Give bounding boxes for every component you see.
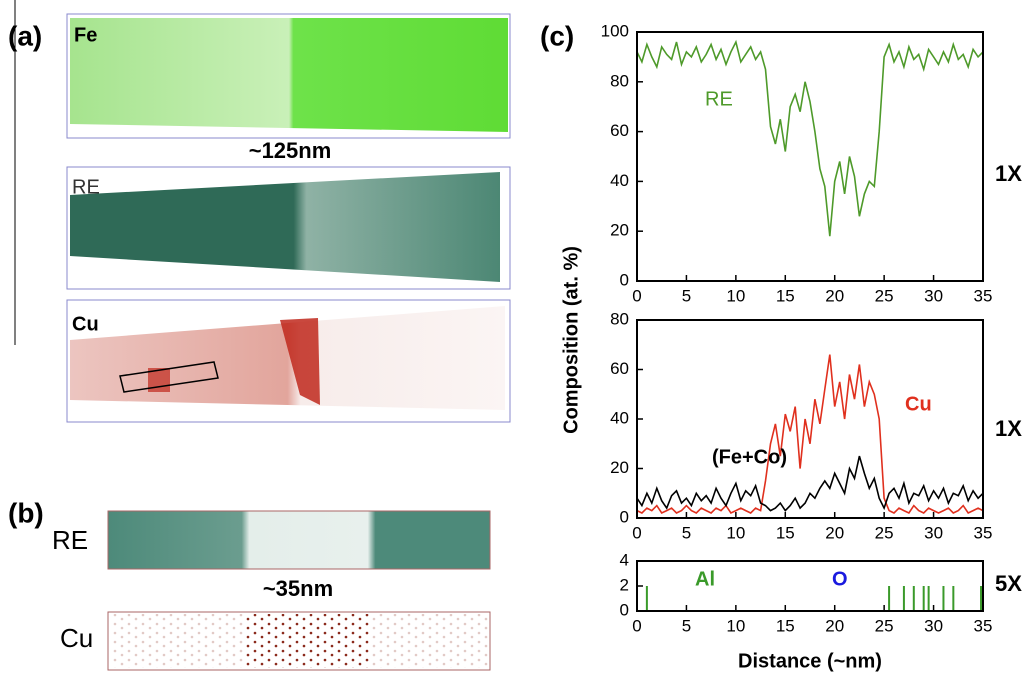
x-tick-label: 25	[875, 616, 894, 635]
x-tick-label: 0	[632, 286, 641, 305]
series-line	[637, 456, 983, 511]
x-axis-label: Distance (~nm)	[738, 650, 882, 672]
panel-label: (b)	[8, 497, 44, 528]
x-tick-label: 10	[726, 616, 745, 635]
x-tick-label: 15	[776, 523, 795, 542]
x-tick-label: 15	[776, 616, 795, 635]
y-tick-label: 20	[610, 458, 629, 477]
x-tick-label: 5	[682, 523, 691, 542]
x-tick-label: 5	[682, 616, 691, 635]
scale-label: ~35nm	[263, 576, 333, 601]
plot-frame	[637, 561, 983, 611]
x-tick-label: 5	[682, 286, 691, 305]
y-tick-label: 40	[610, 408, 629, 427]
series-line	[637, 355, 983, 513]
fe-map	[70, 18, 508, 132]
scale-factor: 1X	[995, 416, 1022, 441]
x-tick-label: 30	[924, 616, 943, 635]
plot-frame	[637, 320, 983, 518]
element-label: RE	[52, 525, 88, 555]
element-label: Fe	[74, 24, 97, 46]
series-label: O	[832, 568, 848, 590]
x-tick-label: 10	[726, 286, 745, 305]
panel-label: (c)	[540, 20, 574, 51]
x-tick-label: 25	[875, 286, 894, 305]
x-tick-label: 0	[632, 616, 641, 635]
x-tick-label: 30	[924, 523, 943, 542]
y-tick-label: 60	[610, 359, 629, 378]
y-tick-label: 20	[610, 221, 629, 240]
x-tick-label: 35	[974, 286, 993, 305]
x-tick-label: 25	[875, 523, 894, 542]
x-tick-label: 10	[726, 523, 745, 542]
y-tick-label: 2	[620, 575, 629, 594]
plot-frame	[637, 32, 983, 281]
element-label: Cu	[60, 623, 93, 653]
y-tick-label: 80	[610, 71, 629, 90]
series-label: (Fe+Co)	[712, 446, 787, 468]
x-tick-label: 20	[825, 616, 844, 635]
figure: (a) Fe ~125nm RE Cu (b) RE ~35nm Cu (c) …	[0, 0, 1033, 679]
scale-label: ~125nm	[249, 138, 332, 163]
y-tick-label: 100	[601, 21, 629, 40]
panel-label: (a)	[8, 20, 42, 51]
x-tick-label: 15	[776, 286, 795, 305]
y-tick-label: 80	[610, 309, 629, 328]
x-tick-label: 0	[632, 523, 641, 542]
element-label: Cu	[72, 313, 99, 335]
x-tick-label: 20	[825, 523, 844, 542]
re-map	[70, 172, 500, 282]
scale-factor: 5X	[995, 571, 1022, 596]
y-tick-label: 0	[620, 507, 629, 526]
x-tick-label: 30	[924, 286, 943, 305]
y-tick-label: 4	[620, 550, 629, 569]
y-tick-label: 0	[620, 270, 629, 289]
cu-dots	[245, 614, 370, 668]
y-tick-label: 0	[620, 600, 629, 619]
series-label: Cu	[905, 393, 932, 415]
x-tick-label: 20	[825, 286, 844, 305]
element-label: RE	[72, 176, 100, 198]
re-slab	[108, 511, 490, 569]
y-tick-label: 40	[610, 171, 629, 190]
scale-factor: 1X	[995, 161, 1022, 186]
series-label: RE	[705, 88, 733, 110]
y-tick-label: 60	[610, 121, 629, 140]
x-tick-label: 35	[974, 523, 993, 542]
x-tick-label: 35	[974, 616, 993, 635]
series-line	[637, 42, 983, 236]
series-label: Al	[695, 568, 715, 590]
y-axis-label: Composition (at. %)	[560, 246, 582, 434]
